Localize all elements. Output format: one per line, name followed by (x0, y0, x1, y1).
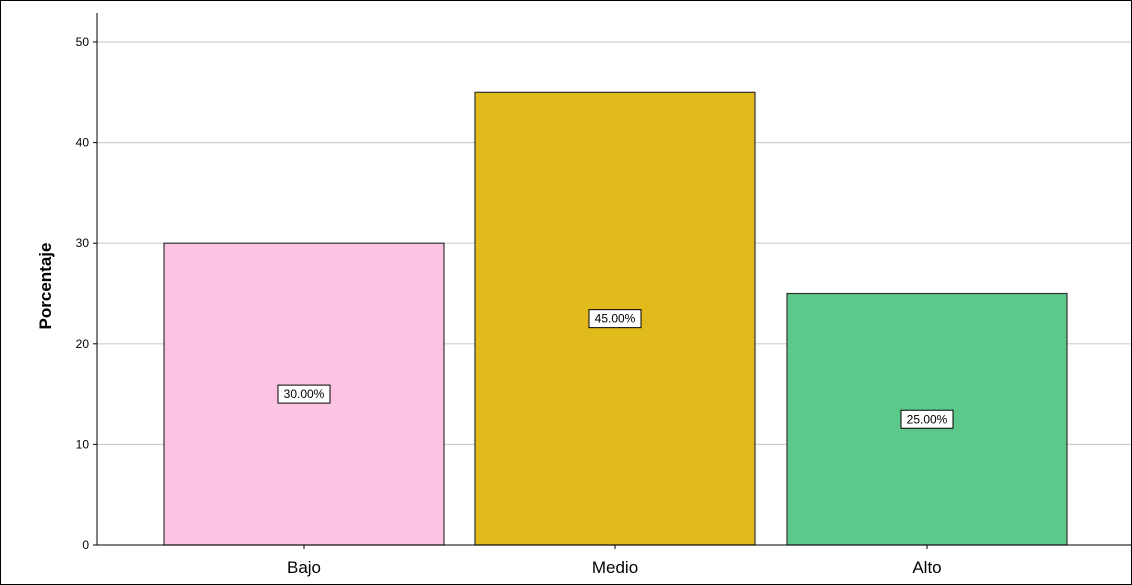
data-label-box (277, 384, 331, 404)
data-label-medio: 45.00% (588, 309, 642, 329)
x-category-label: Alto (912, 558, 941, 577)
data-label-alto: 25.00% (900, 409, 954, 429)
y-axis-title: Porcentaje (36, 243, 55, 330)
y-tick-label: 20 (76, 337, 90, 351)
x-category-label: Medio (592, 558, 638, 577)
x-axis-categories: Bajo Medio Alto (287, 545, 942, 577)
y-tick-label: 30 (76, 236, 90, 250)
y-tick-label: 10 (76, 437, 90, 451)
data-label-box (588, 309, 642, 329)
data-label-text: 25.00% (907, 412, 948, 426)
x-category-label: Bajo (287, 558, 321, 577)
data-label-text: 45.00% (595, 312, 636, 326)
y-tick-label: 0 (82, 538, 89, 552)
data-label-bajo: 30.00% (277, 384, 331, 404)
y-tick-label: 40 (76, 136, 90, 150)
y-tick-label: 50 (76, 35, 90, 49)
data-label-box (900, 409, 954, 429)
y-axis-ticks: 0 10 20 30 40 50 (76, 35, 97, 552)
data-labels: 30.00% 45.00% 25.00% (277, 309, 954, 429)
data-label-text: 30.00% (284, 387, 325, 401)
